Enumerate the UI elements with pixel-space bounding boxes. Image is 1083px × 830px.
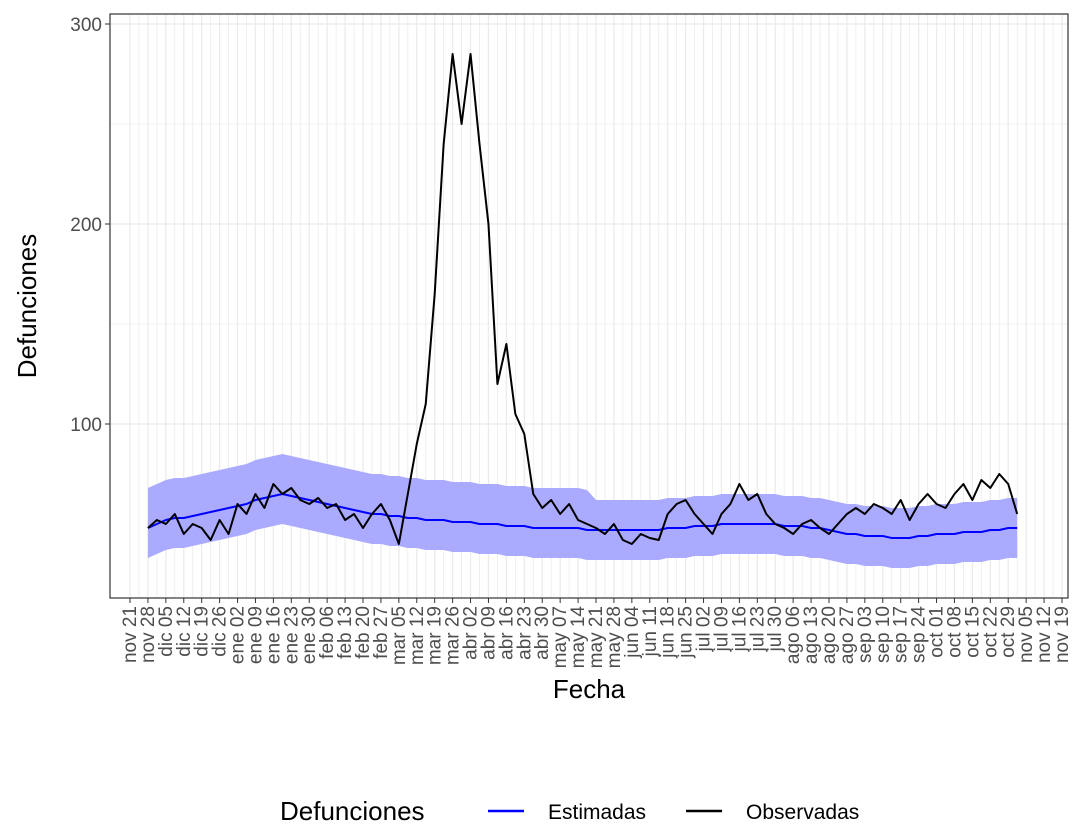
legend-label: Observadas — [746, 801, 859, 824]
x-tick-label: jun 11 — [640, 606, 661, 657]
x-tick-label: nov 21 — [120, 606, 141, 663]
x-tick-label: dic 19 — [192, 606, 213, 657]
panel-border — [109, 13, 1069, 599]
x-tick-label: jul 02 — [694, 606, 715, 652]
x-tick-label: jun 04 — [622, 606, 643, 659]
x-tick-label: mar 05 — [389, 606, 410, 665]
x-tick-label: ago 06 — [783, 606, 804, 664]
x-tick-label: abr 23 — [514, 606, 535, 660]
x-tick-label: jun 18 — [658, 606, 679, 659]
x-tick-label: nov 05 — [1016, 606, 1037, 663]
x-tick-label: may 21 — [586, 606, 607, 668]
x-tick-label: sep 24 — [909, 606, 930, 663]
x-tick-label: dic 05 — [156, 606, 177, 657]
x-tick-label: oct 22 — [980, 606, 1001, 658]
x-tick-label: nov 28 — [138, 606, 159, 663]
x-tick-label: jun 25 — [676, 606, 697, 659]
x-tick-label: dic 26 — [210, 606, 231, 657]
x-tick-label: may 14 — [568, 606, 589, 669]
y-axis-title: Defunciones — [12, 234, 42, 379]
x-tick-label: oct 08 — [944, 606, 965, 658]
confidence-band — [147, 454, 1018, 568]
x-tick-label: ene 09 — [245, 606, 266, 664]
x-tick-label: feb 20 — [353, 606, 374, 659]
x-tick-label: abr 02 — [461, 606, 482, 660]
x-tick-label: feb 13 — [335, 606, 356, 659]
x-tick-label: jul 23 — [747, 606, 768, 652]
x-axis-title: Fecha — [553, 674, 626, 704]
series-line — [147, 53, 1019, 545]
x-tick-label: nov 12 — [1034, 606, 1055, 663]
x-tick-label: jul 09 — [711, 606, 732, 652]
x-tick-label: ene 30 — [299, 606, 320, 664]
y-tick-label: 300 — [70, 15, 102, 36]
x-tick-label: sep 17 — [891, 606, 912, 663]
x-tick-label: may 07 — [550, 606, 571, 668]
x-tick-label: oct 15 — [962, 606, 983, 658]
series-line — [147, 493, 1018, 539]
x-tick-label: mar 12 — [407, 606, 428, 665]
x-tick-label: mar 19 — [425, 606, 446, 665]
x-tick-label: abr 16 — [496, 606, 517, 660]
x-tick-label: ene 23 — [281, 606, 302, 664]
x-tick-label: sep 10 — [873, 606, 894, 663]
x-tick-label: ene 02 — [228, 606, 249, 664]
x-tick-label: abr 09 — [478, 606, 499, 660]
x-tick-label: ago 20 — [819, 606, 840, 664]
x-tick-label: oct 29 — [998, 606, 1019, 658]
x-tick-label: abr 30 — [532, 606, 553, 660]
y-tick-label: 200 — [70, 215, 102, 236]
x-tick-label: oct 01 — [927, 606, 948, 658]
x-tick-label: dic 12 — [174, 606, 195, 657]
y-tick-label: 100 — [70, 415, 102, 436]
legend-title: Defunciones — [280, 796, 425, 825]
x-tick-label: feb 27 — [371, 606, 392, 659]
x-tick-label: sep 03 — [855, 606, 876, 663]
x-tick-label: ene 16 — [263, 606, 284, 664]
x-tick-label: may 28 — [604, 606, 625, 668]
x-tick-label: feb 06 — [317, 606, 338, 659]
x-tick-label: ago 13 — [801, 606, 822, 664]
x-tick-label: nov 19 — [1052, 606, 1073, 663]
x-tick-label: ago 27 — [837, 606, 858, 664]
x-tick-label: jul 16 — [729, 606, 750, 652]
x-tick-label: jul 30 — [765, 606, 786, 652]
legend-label: Estimadas — [548, 801, 646, 824]
x-tick-label: mar 26 — [443, 606, 464, 665]
